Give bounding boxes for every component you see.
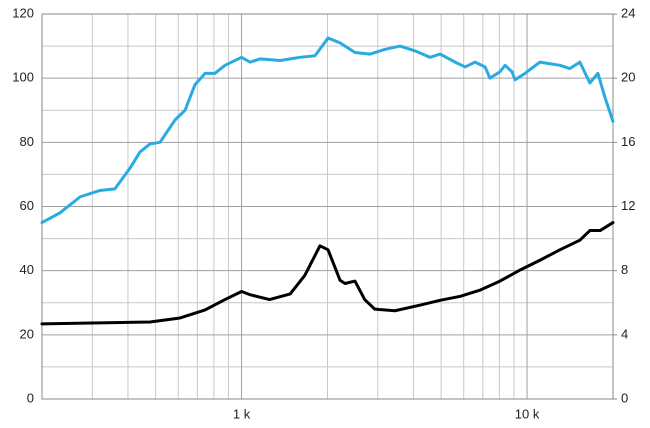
y-tick-label: 0 <box>27 390 34 405</box>
y2-tick-label: 8 <box>621 262 628 277</box>
y2-tick-label: 12 <box>621 198 635 213</box>
y2-tick-label: 20 <box>621 70 635 85</box>
y-tick-label: 40 <box>20 262 34 277</box>
y-tick-label: 120 <box>12 5 34 20</box>
x-tick-label: 10 k <box>515 406 540 421</box>
y-tick-label: 80 <box>20 134 34 149</box>
y2-tick-label: 0 <box>621 390 628 405</box>
data-line <box>40 221 615 326</box>
y2-tick-label: 16 <box>621 134 635 149</box>
x-tick-label: 1 k <box>233 406 251 421</box>
y-tick-label: 60 <box>20 198 34 213</box>
plot-frame <box>41 13 614 400</box>
y-tick-label: 20 <box>20 326 34 341</box>
data-line <box>40 36 615 225</box>
y2-tick-label: 24 <box>621 5 635 20</box>
y2-tick-label: 4 <box>621 326 628 341</box>
y-tick-label: 100 <box>12 70 34 85</box>
